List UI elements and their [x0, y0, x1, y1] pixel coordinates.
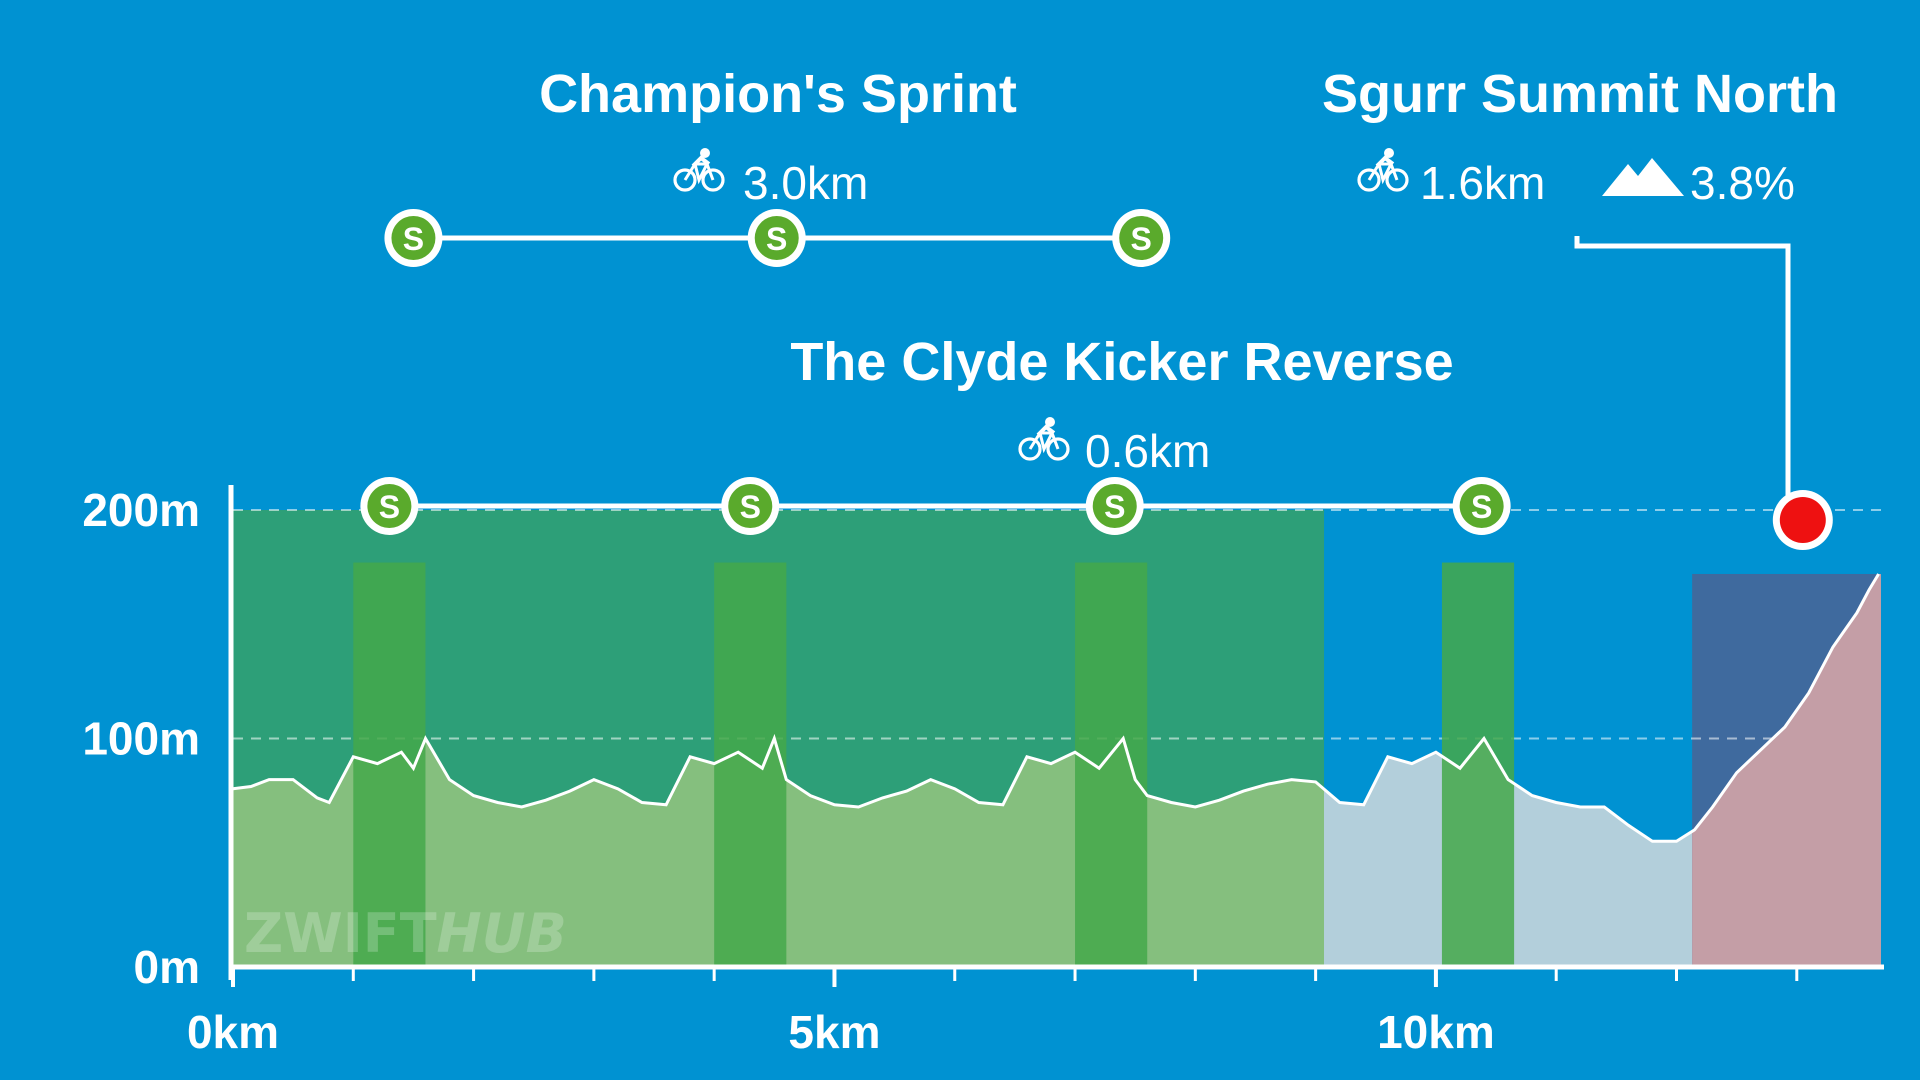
sprint-marker-label: S [740, 489, 761, 525]
segment-gradient: 3.8% [1690, 157, 1795, 209]
segment-title: Sgurr Summit North [1322, 64, 1838, 124]
segment-markers: S S S S S S S [360, 209, 1833, 550]
sprint-marker-label: S [1104, 489, 1125, 525]
y-tick-label: 100m [82, 713, 200, 765]
x-tick-label: 0km [187, 1006, 279, 1058]
axis-ticks: 0km 5km 10km 0m 100m 200m [82, 484, 1799, 1058]
bike-icon [673, 146, 725, 192]
watermark: ZWIFTHUB [244, 902, 567, 965]
bike-icon [1357, 146, 1409, 192]
segment-distance: 0.6km [1085, 425, 1210, 477]
segment-distance: 3.0km [743, 157, 868, 209]
sprint-marker-fill [391, 216, 436, 260]
mountain-icon [1602, 158, 1684, 196]
bike-icon [1018, 415, 1070, 461]
sprint-marker: S [1112, 209, 1171, 267]
segment-title: Champion's Sprint [539, 64, 1017, 124]
sprint-marker-label: S [379, 489, 400, 525]
elevation-area-red [1692, 574, 1881, 967]
segment-distance: 1.6km [1420, 157, 1545, 209]
x-tick-label: 5km [788, 1006, 880, 1058]
sprint-marker: S [1452, 477, 1511, 535]
sprint-marker-fill [754, 216, 799, 260]
y-tick-label: 0m [134, 941, 200, 993]
sprint-marker: S [747, 209, 806, 267]
elevation-line [232, 573, 1880, 843]
sprint-band [1075, 562, 1148, 967]
sprint-marker-fill [1119, 216, 1164, 260]
sprint-marker: S [1085, 477, 1144, 535]
gridlines [233, 509, 1881, 740]
sprint-marker-fill [1459, 484, 1504, 528]
x-tick-label: 10km [1377, 1006, 1495, 1058]
kom-marker-fill [1779, 497, 1826, 543]
segment-label-champions-sprint: Champion's Sprint 3.0km [539, 64, 1017, 209]
sprint-marker: S [721, 477, 780, 535]
sprint-marker-label: S [403, 221, 424, 257]
sprint-marker-label: S [1471, 489, 1492, 525]
sprint-marker: S [384, 209, 443, 267]
sprint-marker-fill [367, 484, 412, 528]
sprint-marker: S [360, 477, 419, 535]
sprint-marker-label: S [1131, 221, 1152, 257]
kom-leader-line [1574, 236, 1791, 498]
kom-marker [1772, 490, 1833, 550]
sprint-marker-fill [1092, 484, 1137, 528]
sprint-band [714, 562, 787, 967]
segment-label-sgurr-summit-north: Sgurr Summit North 1.6km 3.8% [1322, 64, 1838, 498]
segment-label-clyde-kicker-reverse: The Clyde Kicker Reverse 0.6km [790, 332, 1453, 477]
sprint-marker-label: S [766, 221, 787, 257]
y-tick-label: 200m [82, 484, 200, 536]
axes [228, 485, 1884, 980]
segment-title: The Clyde Kicker Reverse [790, 332, 1453, 392]
sprint-marker-fill [728, 484, 773, 528]
